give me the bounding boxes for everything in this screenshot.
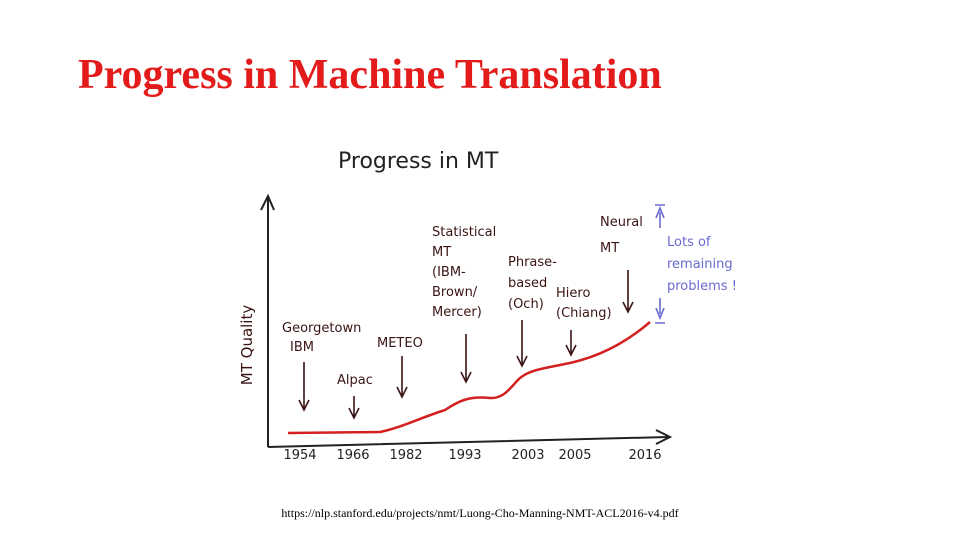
slide-title: Progress in Machine Translation [78,52,662,98]
year-label: 1966 [336,448,369,463]
annotation-line: (Chiang) [556,306,612,321]
year-label: 1993 [448,448,481,463]
annotation-line: Alpac [337,373,373,388]
figure-title: Progress in MT [338,149,499,174]
annotation-line: problems ! [667,279,737,294]
axes [260,193,673,448]
annotation-line: (IBM- [432,265,466,280]
annotation-line: Mercer) [432,305,482,320]
annotation-line: remaining [667,257,733,272]
annotation-line: Brown/ [432,285,478,300]
annotation-line: Neural [600,215,643,230]
x-axis [267,429,673,448]
annotations: Georgetown IBM Alpac METEO Statistical MT (IBM… [282,215,737,388]
annotation-line: based [508,276,547,291]
annotation-line: Phrase- [508,255,557,270]
range-arrows [655,204,665,324]
quality-curve [287,321,651,435]
annotation-line: MT [432,245,451,260]
source-link: https://nlp.stanford.edu/projects/nmt/Lu… [281,506,678,520]
annotation-line: (Och) [508,297,544,312]
annotation-line: METEO [377,336,423,351]
arrows [298,270,634,420]
annotation-line: Lots of [667,235,711,250]
y-axis-label: MT Quality [238,305,256,386]
year-label: 2016 [628,448,661,463]
annotation-line: MT [600,241,619,256]
year-labels: 1954 1966 1982 1993 2003 2005 2016 [283,448,661,463]
annotation-line: Georgetown [282,321,361,336]
year-label: 1954 [283,448,316,463]
annotation-line: Statistical [432,225,496,240]
year-label: 2003 [511,448,544,463]
y-axis [260,193,275,447]
annotation-line: IBM [290,340,314,355]
annotation-line: Hiero [556,286,590,301]
year-label: 2005 [558,448,591,463]
year-label: 1982 [389,448,422,463]
